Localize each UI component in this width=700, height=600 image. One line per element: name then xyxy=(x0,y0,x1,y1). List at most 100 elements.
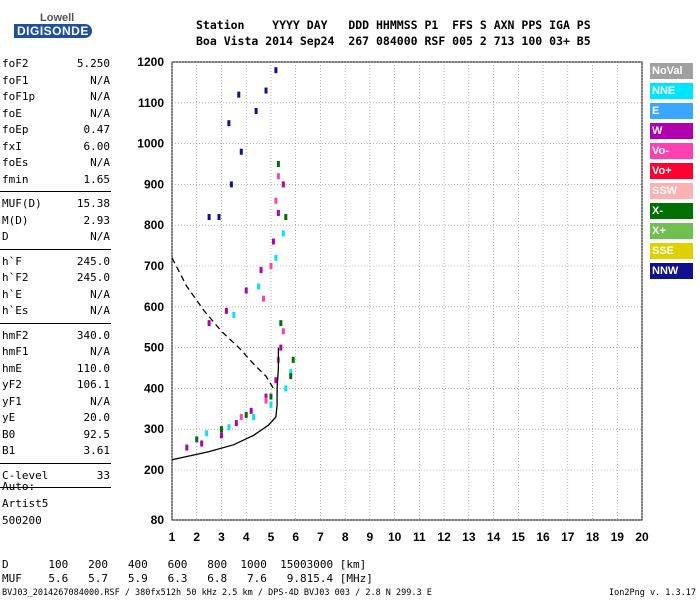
param-row: h`Es N/A xyxy=(2,303,110,319)
y-tick-label: 300 xyxy=(144,422,164,436)
param-value: N/A xyxy=(90,156,110,169)
x-tick-label: 3 xyxy=(218,530,225,544)
echo-point xyxy=(200,440,204,447)
legend-item-e: E xyxy=(650,103,693,119)
param-label: foF1 xyxy=(2,73,29,87)
echo-point xyxy=(284,385,288,392)
echo-point xyxy=(239,148,243,155)
echo-point xyxy=(217,214,221,221)
echo-point xyxy=(262,295,266,302)
param-label: D xyxy=(2,230,9,243)
legend-item-x: X- xyxy=(650,203,693,219)
y-tick-label: 200 xyxy=(144,463,164,477)
echo-point xyxy=(281,181,285,188)
param-label: fxI xyxy=(2,139,22,153)
param-label: hmE xyxy=(2,361,22,375)
muf-label: MUF xyxy=(2,572,22,585)
x-tick-label: 13 xyxy=(462,530,476,544)
param-value: 5.250 xyxy=(76,57,110,70)
legend-item-vo: Vo- xyxy=(650,143,693,159)
param-label: M(D) xyxy=(2,213,29,227)
echo-point xyxy=(244,287,248,294)
echo-point xyxy=(276,161,280,167)
echo-point xyxy=(259,267,263,274)
param-value: 340.0 xyxy=(76,328,110,342)
echo-point xyxy=(279,320,283,327)
param-value: 245.0 xyxy=(76,271,110,284)
param-row: foF2 5.250 xyxy=(2,56,110,72)
param-separator xyxy=(0,322,111,324)
y-tick-label: 500 xyxy=(144,341,164,355)
echo-point xyxy=(207,320,211,327)
param-label: h`F xyxy=(2,254,22,268)
echo-point xyxy=(205,430,209,437)
param-row: B0 92.5 xyxy=(2,427,110,443)
param-value: 0.47 xyxy=(83,123,111,136)
param-label: MUF(D) xyxy=(2,197,42,210)
echo-point xyxy=(284,214,288,221)
param-label: yE xyxy=(2,411,16,424)
echo-point xyxy=(219,432,223,439)
echo-point xyxy=(264,393,268,400)
echo-point xyxy=(274,67,278,74)
x-tick-label: 18 xyxy=(586,530,600,544)
param-value: N/A xyxy=(90,230,110,243)
y-tick-label: 700 xyxy=(144,259,164,273)
param-row: h`F 245.0 xyxy=(2,254,110,270)
param-row: foE N/A xyxy=(2,106,110,122)
param-row: M(D) 2.93 xyxy=(2,213,110,229)
param-label: yF2 xyxy=(2,378,22,391)
param-label: foEs xyxy=(2,156,29,169)
x-tick-label: 17 xyxy=(561,530,575,544)
distance-row: D 100 200 400 600 800 1000 15003000 [km] xyxy=(2,558,367,571)
param-value: 245.0 xyxy=(76,254,110,268)
x-tick-label: 4 xyxy=(243,530,250,544)
echo-point xyxy=(227,424,231,431)
param-value: 33 xyxy=(96,468,110,482)
param-separator xyxy=(0,462,111,464)
x-tick-label: 6 xyxy=(292,530,299,544)
echo-point xyxy=(227,120,231,127)
param-row: foF1p N/A xyxy=(2,89,110,105)
echo-point xyxy=(276,173,280,180)
x-tick-label: 15 xyxy=(512,530,526,544)
param-value: N/A xyxy=(90,106,110,120)
param-value: 20.0 xyxy=(83,411,111,424)
param-label: fmin xyxy=(2,172,29,186)
curve-dashed xyxy=(171,257,274,389)
echo-point xyxy=(281,230,285,237)
echo-point xyxy=(237,91,241,98)
param-row: fmin 1.65 xyxy=(2,172,110,188)
y-tick-label: 80 xyxy=(151,513,165,527)
param-row: foF1 N/A xyxy=(2,73,110,89)
legend-item-nne: NNE xyxy=(650,83,693,99)
legend-item-ssw: SSW xyxy=(650,183,693,199)
param-value: 2.93 xyxy=(83,213,111,227)
header-line-1: Station YYYY DAY DDD HHMMSS P1 FFS S AXN… xyxy=(196,18,591,32)
param-value: N/A xyxy=(90,345,110,358)
param-label: h`Es xyxy=(2,304,29,317)
param-label: h`E xyxy=(2,287,22,301)
legend-item-vo: Vo+ xyxy=(650,163,693,179)
param-value: N/A xyxy=(90,304,110,317)
echo-point xyxy=(257,283,261,290)
param-label: foF1p xyxy=(2,90,36,103)
footer-source: BVJ03_2014267084000.RSF / 380fx512h 50 k… xyxy=(2,588,432,598)
param-value: 92.5 xyxy=(83,427,111,441)
x-tick-label: 7 xyxy=(317,530,324,544)
x-tick-label: 9 xyxy=(367,530,374,544)
header-line-2: Boa Vista 2014 Sep24 267 084000 RSF 005 … xyxy=(196,34,591,48)
param-value: 6.00 xyxy=(83,139,111,153)
param-label: h`F2 xyxy=(2,271,29,284)
echo-point xyxy=(269,393,273,400)
legend-item-noval: NoVal xyxy=(650,63,693,79)
param-value: 110.0 xyxy=(76,361,110,375)
auto-label: Auto: xyxy=(2,480,36,493)
x-tick-label: 16 xyxy=(536,530,550,544)
x-tick-label: 14 xyxy=(487,530,501,544)
logo-lowell: Lowell xyxy=(40,12,75,24)
x-tick-label: 19 xyxy=(611,530,625,544)
param-value: 1.65 xyxy=(83,172,111,186)
echo-point xyxy=(271,238,275,245)
y-tick-label: 600 xyxy=(144,300,164,314)
